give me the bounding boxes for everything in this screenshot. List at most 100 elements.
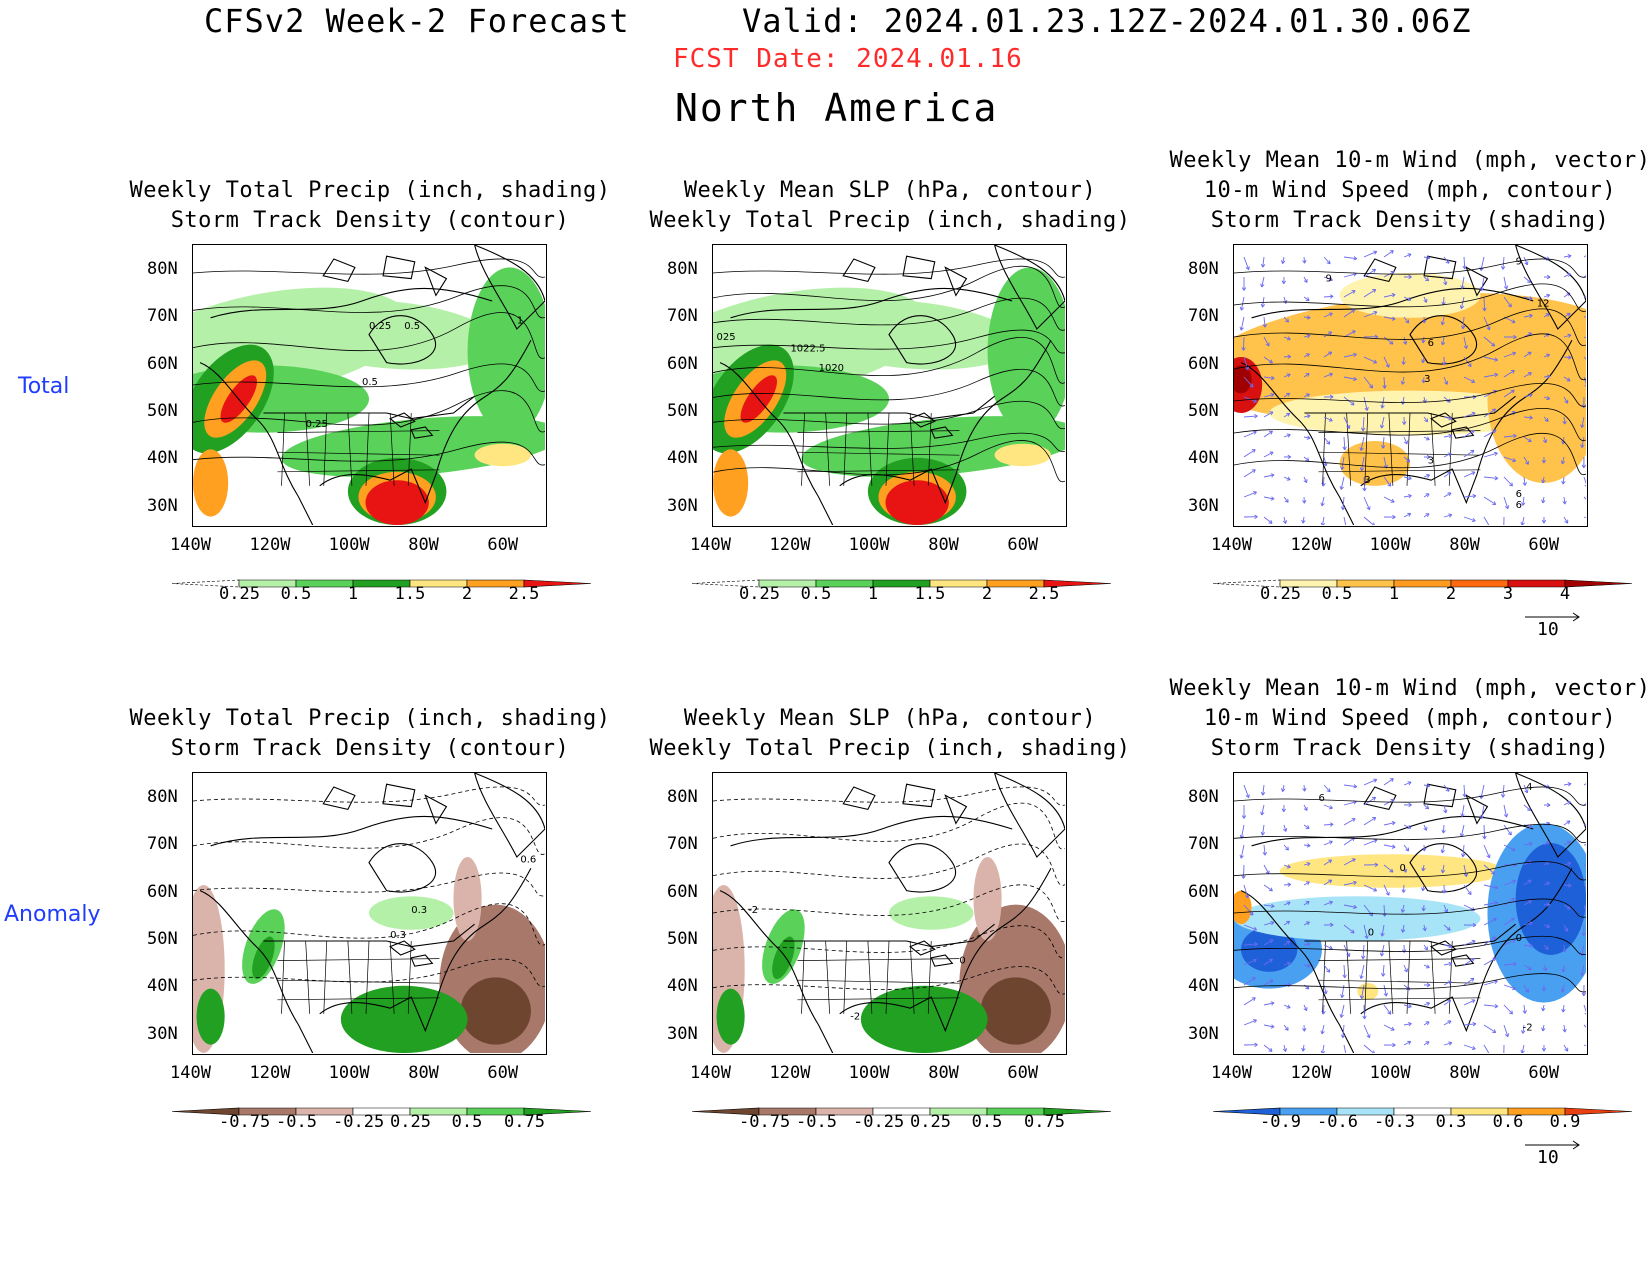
colorbar-tick-label: 0.75 (1024, 1112, 1065, 1132)
contour-value-label: 6 (1318, 793, 1324, 804)
colorbar-segment (523, 579, 592, 588)
longitude-tick-label: 60W (1007, 535, 1039, 555)
colorbar-tick-label: 4 (1559, 584, 1571, 604)
panel-title-line: Storm Track Density (contour) (170, 208, 570, 233)
precip-light (794, 299, 1019, 370)
latitude-tick-label: 30N (147, 1023, 178, 1044)
colorbar-tick-label: 1 (867, 584, 879, 604)
colorbar-tick-label: 0.25 (390, 1112, 431, 1132)
contour-value-label: -2 (1523, 1023, 1533, 1034)
latitude-tick-label: 60N (667, 881, 698, 902)
latitude-tick-label: 40N (667, 976, 698, 997)
state-borders (277, 940, 440, 1014)
colorbar-tick-label: -0.5 (796, 1112, 837, 1132)
latitude-tick-label: 50N (1188, 928, 1219, 949)
longitude-tick-label: 120W (249, 535, 291, 555)
contour-value-label: -2 (748, 905, 758, 916)
contour-value-label: 1022.5 (790, 343, 825, 354)
precip-extreme (885, 480, 949, 525)
vector-reference: 10 (1523, 1135, 1583, 1175)
longitude-tick-label: 60W (1007, 1063, 1039, 1083)
contour-value-label: 0 (959, 955, 965, 966)
latitude-tick-label: 50N (1188, 400, 1219, 421)
colorbar-tick-label: 2 (461, 584, 473, 604)
latitude-tick-label: 40N (147, 976, 178, 997)
contour-value-label: 1 (517, 315, 523, 326)
panel-title-line: Weekly Mean SLP (hPa, contour) (683, 706, 1097, 731)
latitude-tick-label: 80N (1188, 258, 1219, 279)
latitude-tick-label: 80N (667, 786, 698, 807)
longitude-tick-label: 60W (487, 1063, 519, 1083)
contour-value-label: 0 (1399, 863, 1405, 874)
panel-title-line: 10-m Wind Speed (mph, contour) (1203, 178, 1617, 203)
panel-title-line: Weekly Mean 10-m Wind (mph, vector) (1169, 148, 1650, 173)
colorbar-tick-label: -0.25 (853, 1112, 905, 1132)
latitude-tick-label: 70N (667, 306, 698, 327)
contour-value-label: 0.25 (369, 321, 391, 332)
contour-lines (1234, 258, 1586, 476)
map-panel: 0 0 0 -2 4 6 (1233, 772, 1588, 1055)
precip-anom-very-wet (860, 985, 988, 1053)
contour-value-label: 3 (1428, 455, 1434, 466)
latitude-tick-label: 70N (1188, 306, 1219, 327)
latitude-tick-label: 80N (1188, 786, 1219, 807)
vector-reference-value: 10 (1537, 619, 1559, 640)
precip-anom-slightly-dry (453, 857, 482, 941)
latitude-tick-label: 30N (1188, 1023, 1219, 1044)
precip-anom-very-wet (252, 936, 275, 980)
precip-band (474, 443, 531, 467)
latitude-tick-label: 60N (1188, 353, 1219, 374)
colorbar-tick-label: 0.25 (739, 584, 780, 604)
colorbar-tick-label: 0.9 (1549, 1112, 1581, 1132)
precip-anom-slightly-dry (973, 857, 1002, 941)
latitude-tick-label: 60N (147, 881, 178, 902)
longitude-tick-label: 100W (1369, 535, 1411, 555)
contour-value-label: -2 (850, 1011, 860, 1022)
row-label-anomaly: Anomaly (4, 902, 101, 927)
latitude-tick-label: 50N (147, 928, 178, 949)
panel-title-line: Weekly Mean SLP (hPa, contour) (683, 178, 1097, 203)
colorbar-segment (523, 1107, 592, 1116)
longitude-tick-label: 100W (848, 535, 890, 555)
latitude-tick-label: 60N (147, 353, 178, 374)
longitude-tick-label: 140W (1211, 1063, 1252, 1083)
storm-anom-strong-positive (1234, 890, 1252, 925)
longitude-tick-label: 140W (1211, 535, 1252, 555)
vector-reference: 10 (1523, 607, 1583, 647)
panel-title-line: Weekly Total Precip (inch, shading) (649, 736, 1131, 761)
latitude-tick-label: 50N (147, 400, 178, 421)
colorbar: -0.75 -0.5 -0.25 0.25 0.5 0.75 (171, 1101, 592, 1141)
panel-title-line: Weekly Total Precip (inch, shading) (129, 178, 611, 203)
colorbar-tick-label: 0.25 (1260, 584, 1301, 604)
forecast-date: FCST Date: 2024.01.16 (673, 44, 1023, 74)
storm-density-moderate (1487, 315, 1586, 483)
state-borders (1318, 412, 1481, 486)
storm-density-max (1234, 365, 1252, 394)
colorbar-segment (1564, 579, 1633, 588)
contour-lines (193, 786, 545, 987)
colorbar-tick-label: 1.5 (394, 584, 426, 604)
precip-anom-slightly-wet (369, 896, 454, 930)
contour-lines (193, 258, 545, 466)
colorbar-tick-label: 0.25 (219, 584, 260, 604)
panel-title-line: 10-m Wind Speed (mph, contour) (1203, 706, 1617, 731)
storm-anom-weak-negative (1234, 896, 1481, 941)
map-panel: 0.3 0.3 0.6 (192, 772, 547, 1055)
latitude-tick-label: 70N (147, 834, 178, 855)
colorbar-tick-label: -0.25 (333, 1112, 385, 1132)
contour-value-label: 1020 (819, 363, 844, 374)
precip-anom-very-wet (772, 936, 795, 980)
precip-moderate (987, 267, 1065, 436)
contour-value-label: 0.5 (404, 321, 420, 332)
longitude-tick-label: 140W (170, 535, 211, 555)
panel-title-line: Weekly Total Precip (inch, shading) (129, 706, 611, 731)
panel-title-line: Storm Track Density (shading) (1210, 736, 1610, 761)
contour-value-label: 0.25 (306, 419, 328, 430)
latitude-tick-label: 70N (1188, 834, 1219, 855)
longitude-tick-label: 80W (408, 535, 439, 555)
latitude-tick-label: 30N (667, 495, 698, 516)
colorbar-tick-label: 1 (1388, 584, 1400, 604)
contour-value-label: 0.5 (362, 377, 378, 388)
latitude-tick-label: 80N (147, 258, 178, 279)
longitude-tick-label: 140W (690, 535, 731, 555)
